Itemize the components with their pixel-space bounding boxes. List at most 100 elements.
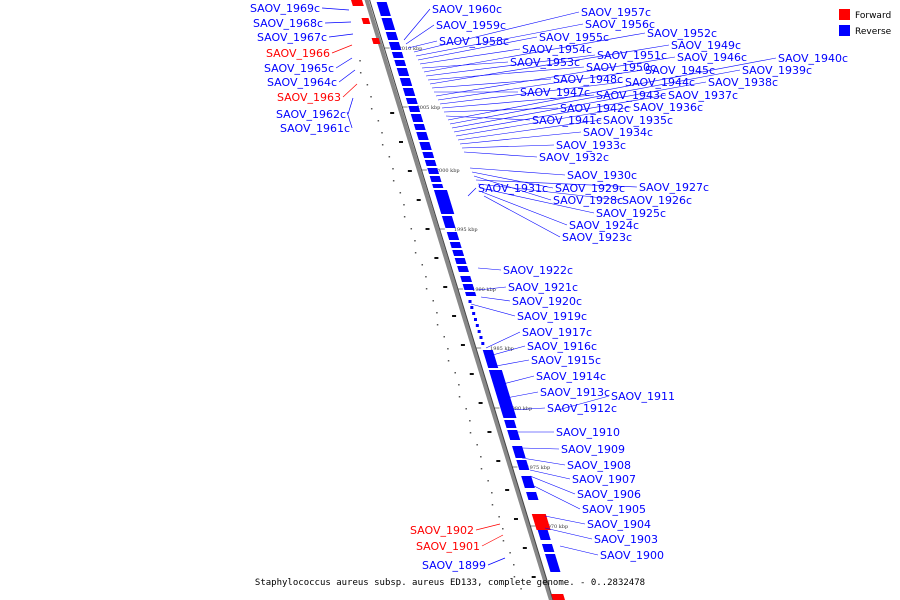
gene-label: SAOV_1966 xyxy=(266,47,330,60)
track-dash xyxy=(434,257,439,259)
gene-label: SAOV_1902 xyxy=(410,524,474,537)
label-leader xyxy=(475,523,501,531)
label-leader xyxy=(488,345,526,357)
gene-label: SAOV_1905 xyxy=(582,503,646,516)
genome-backbone-edge xyxy=(369,0,554,600)
axis-layer: 2010 kbp 2005 kbp 2000 kbp 1995 kbp 1990 kbp… xyxy=(359,0,568,600)
gene-label: SAOV_1931c xyxy=(478,182,548,195)
track-dot xyxy=(403,204,405,206)
gene-label: SAOV_1953c xyxy=(510,56,580,69)
axis-tick: 1970 kbp xyxy=(530,524,568,530)
gene-reverse xyxy=(385,32,399,40)
label-leader xyxy=(544,527,593,540)
map-caption: Staphylococcus aureus subsp. aureus ED13… xyxy=(254,578,646,588)
gene-label: SAOV_1961c xyxy=(280,122,350,135)
gene-reverse xyxy=(512,446,526,458)
gene-label: SAOV_1936c xyxy=(633,101,703,114)
track-dot xyxy=(359,60,361,62)
legend-reverse-label: Reverse xyxy=(855,27,892,37)
track-dot xyxy=(498,516,500,518)
gene-reverse-small xyxy=(477,330,481,333)
gene-reverse xyxy=(462,284,475,290)
gene-label: SAOV_1906 xyxy=(577,488,641,501)
label-leader xyxy=(439,81,624,105)
track-dot xyxy=(370,96,372,98)
label-leader xyxy=(347,97,354,115)
gene-label: SAOV_1942c xyxy=(560,102,630,115)
label-leader xyxy=(331,44,353,54)
gene-reverse xyxy=(465,292,477,296)
gene-reverse-small xyxy=(481,342,485,345)
track-dot xyxy=(513,564,515,566)
legend-forward-swatch xyxy=(839,9,850,20)
tick-label: 2010 kbp xyxy=(399,46,423,52)
gene-label: SAOV_1909 xyxy=(561,443,625,456)
label-leader xyxy=(419,48,521,65)
label-leader xyxy=(329,33,354,38)
label-leader xyxy=(529,475,576,495)
gene-label: SAOV_1968c xyxy=(253,17,323,30)
gene-label: SAOV_1932c xyxy=(539,151,609,164)
gene-forward xyxy=(551,594,565,600)
gene-label: SAOV_1941c xyxy=(532,114,602,127)
gene-label: SAOV_1911 xyxy=(611,390,675,403)
label-leaders xyxy=(322,7,777,566)
track-dot xyxy=(381,144,384,146)
axis-tick: 2000 kbp xyxy=(421,168,460,174)
track-dash xyxy=(443,286,448,288)
gene-label: SAOV_1900 xyxy=(600,549,664,562)
track-dot xyxy=(436,312,438,314)
label-leader xyxy=(413,11,580,53)
label-leader xyxy=(453,94,667,133)
label-leader xyxy=(521,457,566,466)
gene-reverse xyxy=(391,52,404,58)
gene-label: SAOV_1951c xyxy=(597,49,667,62)
gene-label: SAOV_1962c xyxy=(276,108,346,121)
gene-reverse xyxy=(526,492,539,500)
gene-label: SAOV_1939c xyxy=(742,64,812,77)
axis-tick: 1975 kbp xyxy=(512,465,550,471)
gene-label: SAOV_1948c xyxy=(553,73,623,86)
gene-label: SAOV_1914c xyxy=(536,370,606,383)
track-dot xyxy=(377,120,380,122)
gene-reverse xyxy=(432,184,444,188)
label-leader xyxy=(425,54,596,77)
label-leader xyxy=(342,83,358,98)
label-leader xyxy=(445,115,531,121)
gene-label: SAOV_1899 xyxy=(422,559,486,572)
track-dot xyxy=(447,348,449,350)
genome-backbone xyxy=(364,0,554,600)
axis-tick: 2005 kbp xyxy=(402,105,440,111)
label-leader xyxy=(521,447,560,450)
gene-reverse xyxy=(416,132,429,140)
label-leader xyxy=(481,191,568,226)
gene-reverse xyxy=(488,370,517,418)
axis-tick: 1995 kbp xyxy=(439,227,478,233)
gene-reverse xyxy=(433,190,455,214)
gene-label: SAOV_1945c xyxy=(645,64,715,77)
tick-label: 1970 kbp xyxy=(544,524,568,530)
track-dot xyxy=(502,540,505,542)
gene-label: SAOV_1908 xyxy=(567,459,631,472)
label-leader xyxy=(502,375,535,385)
gene-label: SAOV_1928c xyxy=(553,194,623,207)
track-dot xyxy=(403,216,406,218)
track-dash xyxy=(469,373,474,375)
gene-reverse xyxy=(516,460,530,470)
gene-label: SAOV_1916c xyxy=(527,340,597,353)
gene-label: SAOV_1943c xyxy=(596,89,666,102)
track-dash xyxy=(399,141,404,143)
gene-reverse xyxy=(449,242,462,248)
label-leader xyxy=(480,296,511,302)
track-dash xyxy=(478,402,483,404)
gene-label: SAOV_1925c xyxy=(596,207,666,220)
label-leader xyxy=(509,407,546,411)
label-leader xyxy=(477,183,621,201)
gene-label: SAOV_1950c xyxy=(586,61,656,74)
gene-label: SAOV_1920c xyxy=(512,295,582,308)
gene-label: SAOV_1930c xyxy=(567,169,637,182)
gene-label: SAOV_1960c xyxy=(432,3,502,16)
gene-reverse-small xyxy=(479,336,483,339)
track-dot xyxy=(414,252,417,254)
